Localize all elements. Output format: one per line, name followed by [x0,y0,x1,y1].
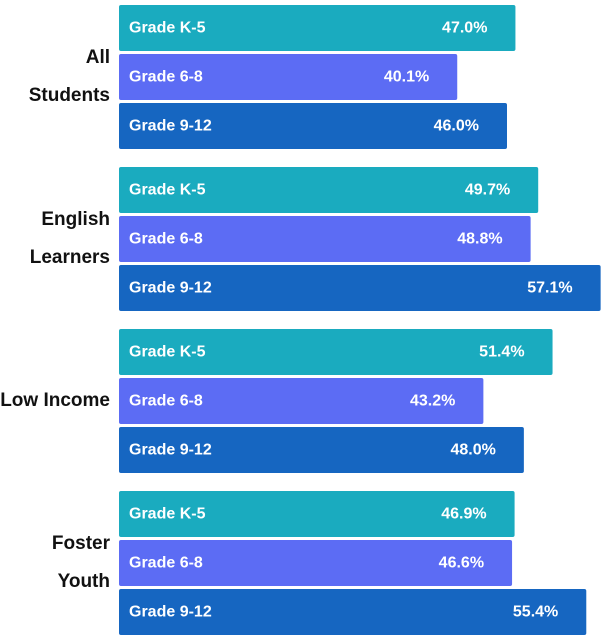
series-label: Grade 9-12 [129,118,212,135]
series-label: Grade K-5 [129,344,206,361]
series-label: Grade 6-8 [129,69,203,86]
bar [119,378,484,424]
series-label: Grade 9-12 [129,280,212,297]
bar [119,5,516,51]
bar [119,103,507,149]
bar [119,329,553,375]
value-label: 46.9% [441,506,486,523]
value-label: 57.1% [527,280,572,297]
value-label: 49.7% [465,182,510,199]
value-label: 55.4% [513,604,558,621]
series-label: Grade K-5 [129,506,206,523]
value-label: 47.0% [442,20,487,37]
series-label: Grade 6-8 [129,231,203,248]
group-label: English Learners [29,209,110,268]
bar [119,540,513,586]
series-label: Grade 6-8 [129,555,203,572]
value-label: 46.6% [439,555,484,572]
value-label: 48.0% [450,442,495,459]
group-label: Low Income [0,390,110,411]
value-label: 43.2% [410,393,455,410]
bar [119,491,515,537]
series-label: Grade 9-12 [129,604,212,621]
group-label: All Students [28,47,110,106]
bar [119,216,531,262]
series-label: Grade K-5 [129,20,206,37]
bar [119,427,524,473]
series-label: Grade 9-12 [129,442,212,459]
group-label: Foster Youth [51,533,110,592]
bar [119,54,458,100]
series-label: Grade 6-8 [129,393,203,410]
value-label: 51.4% [479,344,524,361]
bar [119,265,601,311]
series-label: Grade K-5 [129,182,206,199]
bar [119,589,587,635]
bar [119,167,539,213]
value-label: 48.8% [457,231,502,248]
value-label: 40.1% [384,69,429,86]
value-label: 46.0% [434,118,479,135]
